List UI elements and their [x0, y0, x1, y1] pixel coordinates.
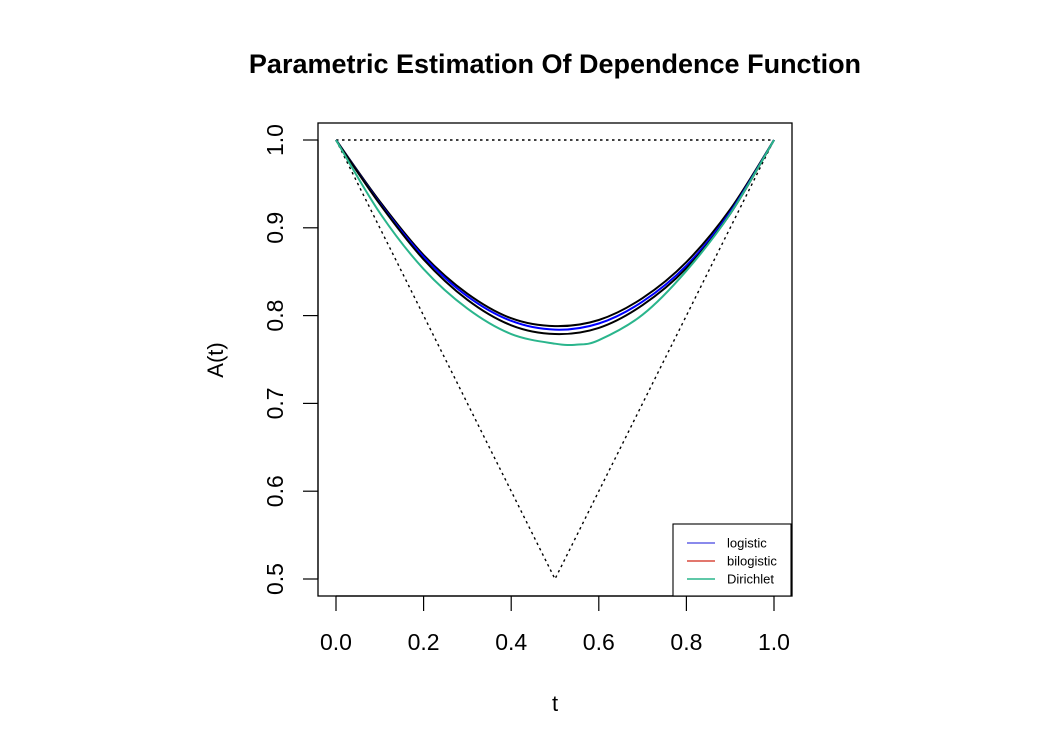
- x-axis-title: t: [552, 691, 558, 716]
- y-tick-label: 0.9: [262, 212, 288, 244]
- y-tick-label: 0.6: [262, 475, 288, 507]
- plot-layer: 0.0 0.2 0.4 0.6 0.8 1.0 0.5 0.6 0.7 0.8 0.9 1.0 logi…: [262, 122, 793, 655]
- legend-box: [672, 523, 792, 597]
- legend-label-logistic: logistic: [727, 536, 767, 551]
- x-tick-label: 0.6: [583, 629, 615, 655]
- y-tick-label: 0.5: [262, 563, 288, 595]
- lower-bound-line: [335, 139, 775, 581]
- y-tick-label: 1.0: [262, 124, 288, 156]
- x-tick-label: 0.4: [495, 629, 527, 655]
- y-tick-label: 0.8: [262, 300, 288, 332]
- x-tick-label: 0.0: [320, 629, 352, 655]
- x-tick-label: 0.2: [408, 629, 440, 655]
- y-tick-label: 0.7: [262, 387, 288, 419]
- series-curve-dirichlet: [335, 139, 775, 347]
- y-axis-title: A(t): [203, 342, 228, 377]
- chart-title: Parametric Estimation Of Dependence Func…: [249, 49, 861, 79]
- x-tick-label: 1.0: [758, 629, 790, 655]
- legend-label-dirichlet: Dirichlet: [727, 572, 774, 587]
- x-tick-label: 0.8: [670, 629, 702, 655]
- legend-label-bilogistic: bilogistic: [727, 554, 777, 569]
- extra-curve: [335, 139, 775, 328]
- series-curve-logistic: [335, 139, 775, 331]
